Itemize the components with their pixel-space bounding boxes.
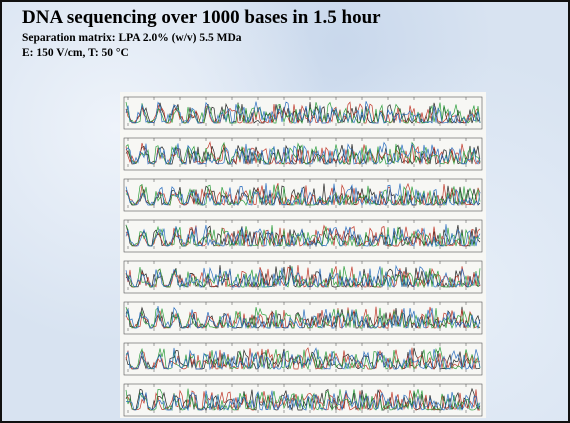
trace-line [125,388,481,412]
subtitle-line: Separation matrix: LPA 2.0% (w/v) 5.5 MD… [22,32,242,44]
image-background [120,92,486,418]
panel-frame [123,96,483,130]
panel-frame [123,383,483,417]
slide-title: DNA sequencing over 1000 bases in 1.5 ho… [22,7,381,28]
panel-frame [123,260,483,294]
subtitle-line: E: 150 V/cm, T: 50 °C [22,47,129,59]
panel-frame [123,137,483,171]
trace-line [125,224,481,248]
panel-frame [123,219,483,253]
trace-line [125,266,481,289]
trace-line [125,183,481,206]
trace-line [125,345,481,371]
panel-frame [123,301,483,335]
trace-line [125,306,481,330]
panel-frame [123,342,483,376]
trace-line [125,182,481,207]
trace-line [125,347,481,371]
chromatogram-image [120,92,486,418]
trace-line [125,101,481,124]
panel-frame [123,178,483,212]
trace-line [125,264,481,289]
trace-line [125,387,481,412]
trace-line [125,389,481,412]
trace-line [125,141,481,166]
trace-line [125,306,481,330]
